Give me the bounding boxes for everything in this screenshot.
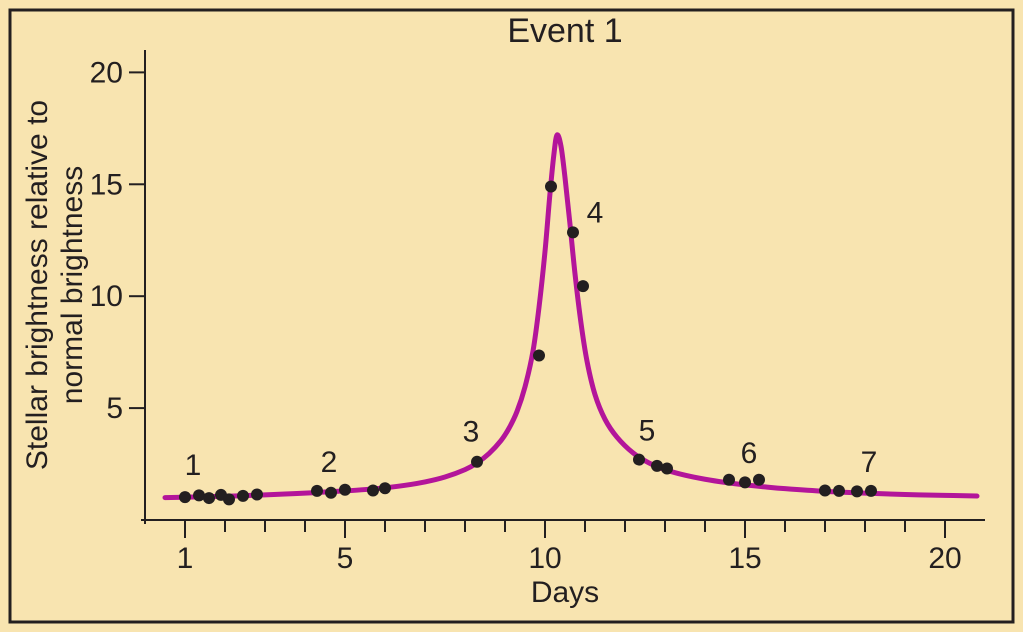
- x-ticks: 15101520: [177, 520, 962, 575]
- data-labels: 1 2 3 4 5 6 7: [185, 196, 878, 482]
- data-point: [379, 482, 391, 494]
- point-label: 6: [741, 437, 758, 470]
- data-point: [577, 280, 589, 292]
- data-point: [339, 484, 351, 496]
- data-point: [633, 454, 645, 466]
- light-curve: [165, 135, 977, 498]
- data-point: [819, 484, 831, 496]
- y-tick-label: 5: [106, 392, 123, 425]
- data-point: [533, 350, 545, 362]
- svg-text:normal brightness: normal brightness: [56, 166, 89, 404]
- data-point: [739, 476, 751, 488]
- data-point: [311, 485, 323, 497]
- point-label: 5: [639, 415, 656, 448]
- data-point: [723, 474, 735, 486]
- light-curve-chart: Event 1 Stellar brightness relative to n…: [0, 0, 1023, 632]
- data-point: [179, 491, 191, 503]
- x-tick-label: 10: [528, 542, 561, 575]
- point-label: 4: [587, 196, 604, 229]
- data-point: [325, 487, 337, 499]
- x-tick-label: 5: [337, 542, 354, 575]
- data-point: [865, 485, 877, 497]
- x-tick-label: 15: [728, 542, 761, 575]
- data-point: [833, 485, 845, 497]
- data-point: [367, 484, 379, 496]
- x-tick-label: 20: [928, 542, 961, 575]
- data-point: [471, 456, 483, 468]
- y-ticks: 5 10 15 20: [90, 56, 145, 425]
- data-point: [661, 463, 673, 475]
- data-point: [567, 226, 579, 238]
- data-point: [753, 474, 765, 486]
- svg-text:Stellar brightness relative to: Stellar brightness relative to: [21, 100, 54, 470]
- point-label: 1: [185, 449, 202, 482]
- data-point: [203, 492, 215, 504]
- x-axis-label: Days: [531, 576, 599, 609]
- data-point: [223, 493, 235, 505]
- data-point: [237, 490, 249, 502]
- point-label: 7: [861, 446, 878, 479]
- chart-container: { "chart": { "type": "line-scatter", "ti…: [0, 0, 1023, 632]
- x-tick-label: 1: [177, 542, 194, 575]
- y-tick-label: 15: [90, 168, 123, 201]
- data-points: [179, 181, 877, 506]
- data-point: [545, 181, 557, 193]
- point-label: 3: [463, 416, 480, 449]
- data-point: [851, 485, 863, 497]
- y-axis-label: Stellar brightness relative to normal br…: [21, 100, 89, 470]
- chart-border: [10, 10, 1013, 622]
- point-label: 2: [321, 446, 338, 479]
- chart-title: Event 1: [507, 12, 622, 50]
- y-tick-label: 10: [90, 280, 123, 313]
- y-tick-label: 20: [90, 56, 123, 89]
- data-point: [251, 488, 263, 500]
